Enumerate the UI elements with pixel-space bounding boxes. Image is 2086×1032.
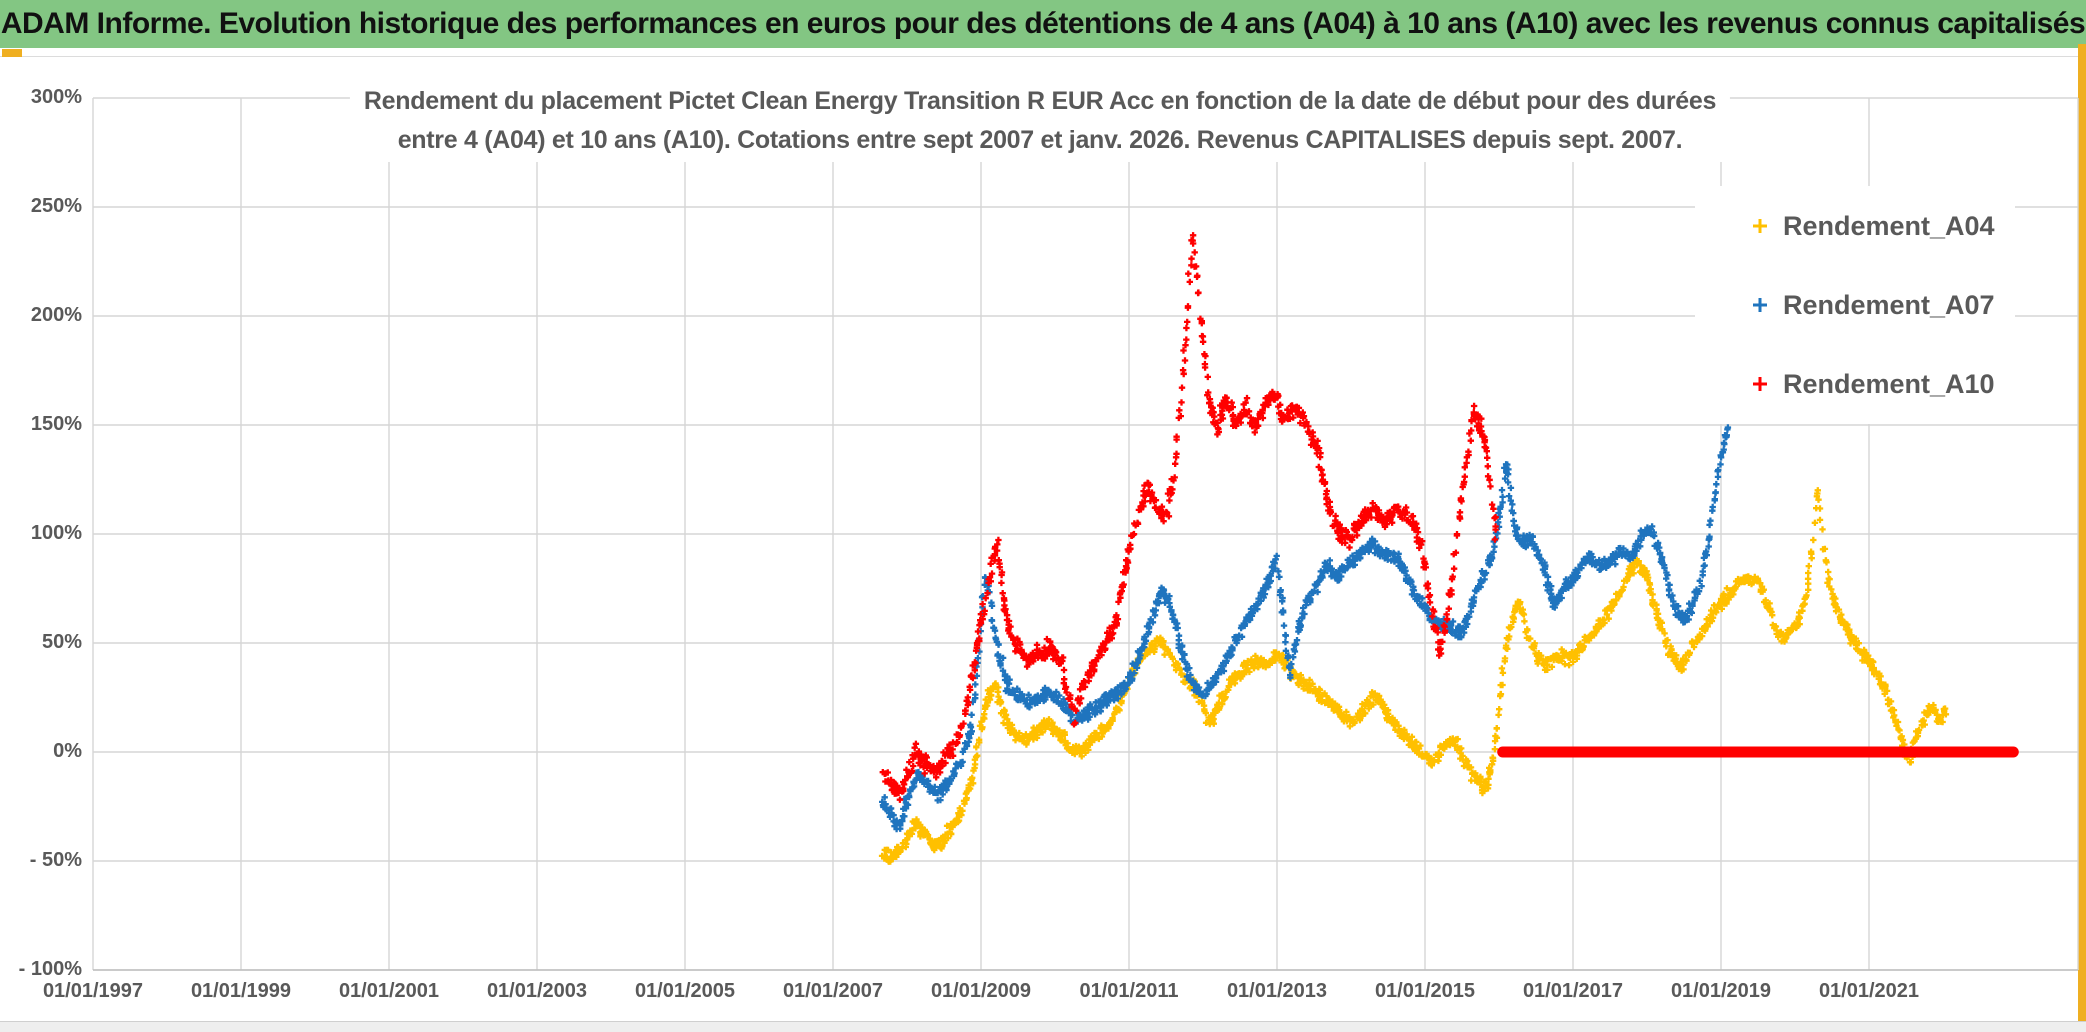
chart-title-line2: entre 4 (A04) et 10 ans (A10). Cotations… [397,126,1683,154]
series-markers-rendement_a04 [878,487,1950,865]
x-tick-label: 01/01/2005 [634,980,736,1002]
y-tick-label: 100% [30,522,82,544]
chart-title: Rendement du placement Pictet Clean Ener… [349,80,1731,162]
x-tick-label: 01/01/2015 [1374,980,1476,1002]
legend-item-rendement_a07[interactable]: Rendement_A07 [1695,273,2015,337]
y-tick-label: - 100% [18,958,82,980]
y-tick-label: 50% [41,631,82,653]
y-tick-label: 200% [30,304,82,326]
gold-accent-top-left [2,49,22,57]
x-tick-label: 01/01/1997 [42,980,144,1002]
y-tick-label: 250% [30,195,82,217]
y-tick-label: - 50% [29,849,82,871]
y-tick-label: 300% [30,86,82,108]
page-title: ADAM Informe. Evolution historique des p… [0,7,2086,40]
chart-title-line1: Rendement du placement Pictet Clean Ener… [363,87,1717,115]
series-markers-rendement_a10 [879,232,1499,803]
y-tick-label: 0% [53,740,82,762]
x-tick-label: 01/01/2003 [486,980,588,1002]
x-tick-label: 01/01/2017 [1522,980,1624,1002]
legend-plus-marker-icon [1743,218,1777,234]
x-tick-label: 01/01/2019 [1670,980,1772,1002]
legend-plus-marker-icon [1743,376,1777,392]
x-tick-label: 01/01/2021 [1818,980,1920,1002]
x-tick-label: 01/01/2013 [1226,980,1328,1002]
x-tick-label: 01/01/2007 [782,980,884,1002]
legend-label: Rendement_A10 [1783,368,1995,399]
x-tick-label: 01/01/2011 [1079,980,1179,1002]
legend-label: Rendement_A07 [1783,289,1995,320]
legend-item-rendement_a04[interactable]: Rendement_A04 [1695,194,2015,258]
y-tick-label: 150% [30,413,82,435]
title-banner: ADAM Informe. Evolution historique des p… [0,0,2086,48]
x-tick-label: 01/01/1999 [190,980,292,1002]
legend-label: Rendement_A04 [1783,210,1995,241]
legend-item-rendement_a10[interactable]: Rendement_A10 [1695,352,2015,416]
series-markers-rendement_a07 [879,424,1732,833]
bottom-strip [0,1021,2086,1032]
x-tick-label: 01/01/2001 [338,980,440,1002]
banner-underline [0,56,2086,57]
legend-plus-marker-icon [1743,297,1777,313]
x-tick-label: 01/01/2009 [930,980,1032,1002]
gold-accent-right-border [2078,44,2086,1032]
legend: Rendement_A04 Rendement_A07 Rendement_A10 [1695,186,2015,424]
